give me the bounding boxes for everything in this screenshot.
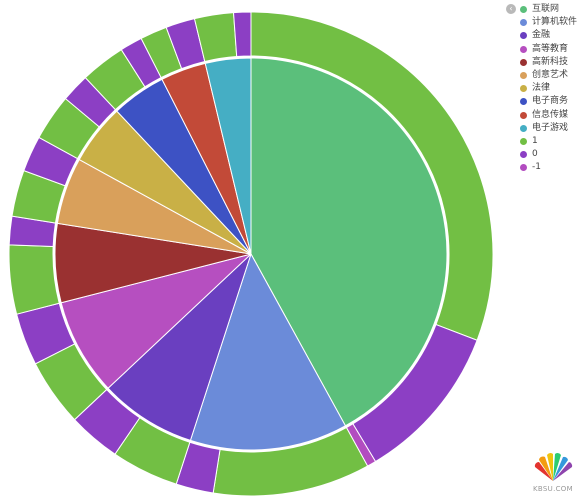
- inner-slice[interactable]: [189, 252, 347, 451]
- legend: ‹ 互联网计算机软件金融高等教育高新科技创意艺术法律电子商务信息传媒电子游戏 1 0…: [506, 3, 587, 174]
- legend-color-icon: [520, 137, 527, 145]
- legend-color-icon: [520, 85, 527, 93]
- legend-item[interactable]: 电子商务: [520, 95, 587, 108]
- watermark-logo: [534, 453, 573, 481]
- legend-item[interactable]: 0: [520, 148, 587, 161]
- pie-chart: [8, 11, 494, 497]
- legend-label: 高等教育: [532, 43, 569, 54]
- inner-slice[interactable]: [107, 253, 252, 442]
- watermark: KBSU.COM: [528, 443, 578, 495]
- legend-item[interactable]: 创意艺术: [520, 69, 587, 82]
- legend-color-icon: [520, 45, 527, 53]
- chevron-left-icon[interactable]: ‹: [506, 4, 516, 14]
- legend-label: 创意艺术: [532, 69, 569, 80]
- inner-slice[interactable]: [250, 57, 448, 427]
- legend-label: -1: [532, 162, 541, 173]
- legend-item[interactable]: 高等教育: [520, 43, 587, 56]
- legend-item[interactable]: -1: [520, 161, 587, 174]
- legend-label: 法律: [532, 83, 551, 94]
- legend-list: 互联网计算机软件金融高等教育高新科技创意艺术法律电子商务信息传媒电子游戏 1 0 -1: [520, 3, 587, 174]
- legend-color-icon: [520, 6, 527, 14]
- legend-color-icon: [520, 32, 527, 40]
- outer-slice[interactable]: [8, 244, 60, 315]
- outer-slice[interactable]: [232, 11, 252, 58]
- legend-color-icon: [520, 111, 527, 119]
- legend-item[interactable]: 法律: [520, 82, 587, 95]
- inner-slice[interactable]: [204, 57, 252, 255]
- inner-slice[interactable]: [60, 253, 252, 389]
- legend-item[interactable]: 高新科技: [520, 56, 587, 69]
- legend-label: 互联网: [532, 4, 560, 14]
- legend-color-icon: [520, 151, 527, 159]
- legend-color-icon: [520, 164, 527, 172]
- legend-color-icon: [520, 124, 527, 132]
- legend-label: 高新科技: [532, 56, 569, 67]
- legend-label: 0: [532, 149, 538, 160]
- pie-chart-svg: [8, 11, 494, 497]
- legend-item[interactable]: 互联网: [520, 3, 587, 16]
- watermark-text: KBSU.COM: [533, 485, 573, 493]
- legend-color-icon: [520, 72, 527, 80]
- legend-item[interactable]: 1: [520, 135, 587, 148]
- legend-item[interactable]: 计算机软件: [520, 16, 587, 29]
- legend-label: 电子商务: [532, 96, 569, 107]
- legend-label: 计算机软件: [532, 17, 578, 28]
- legend-label: 金融: [532, 30, 551, 41]
- legend-item[interactable]: 金融: [520, 29, 587, 42]
- legend-label: 1: [532, 135, 538, 146]
- legend-color-icon: [520, 19, 527, 27]
- legend-item[interactable]: 信息传媒: [520, 109, 587, 122]
- legend-label: 信息传媒: [532, 109, 569, 120]
- legend-label: 电子游戏: [532, 122, 569, 133]
- legend-color-icon: [520, 58, 527, 66]
- legend-color-icon: [520, 98, 527, 106]
- legend-item[interactable]: 电子游戏: [520, 122, 587, 135]
